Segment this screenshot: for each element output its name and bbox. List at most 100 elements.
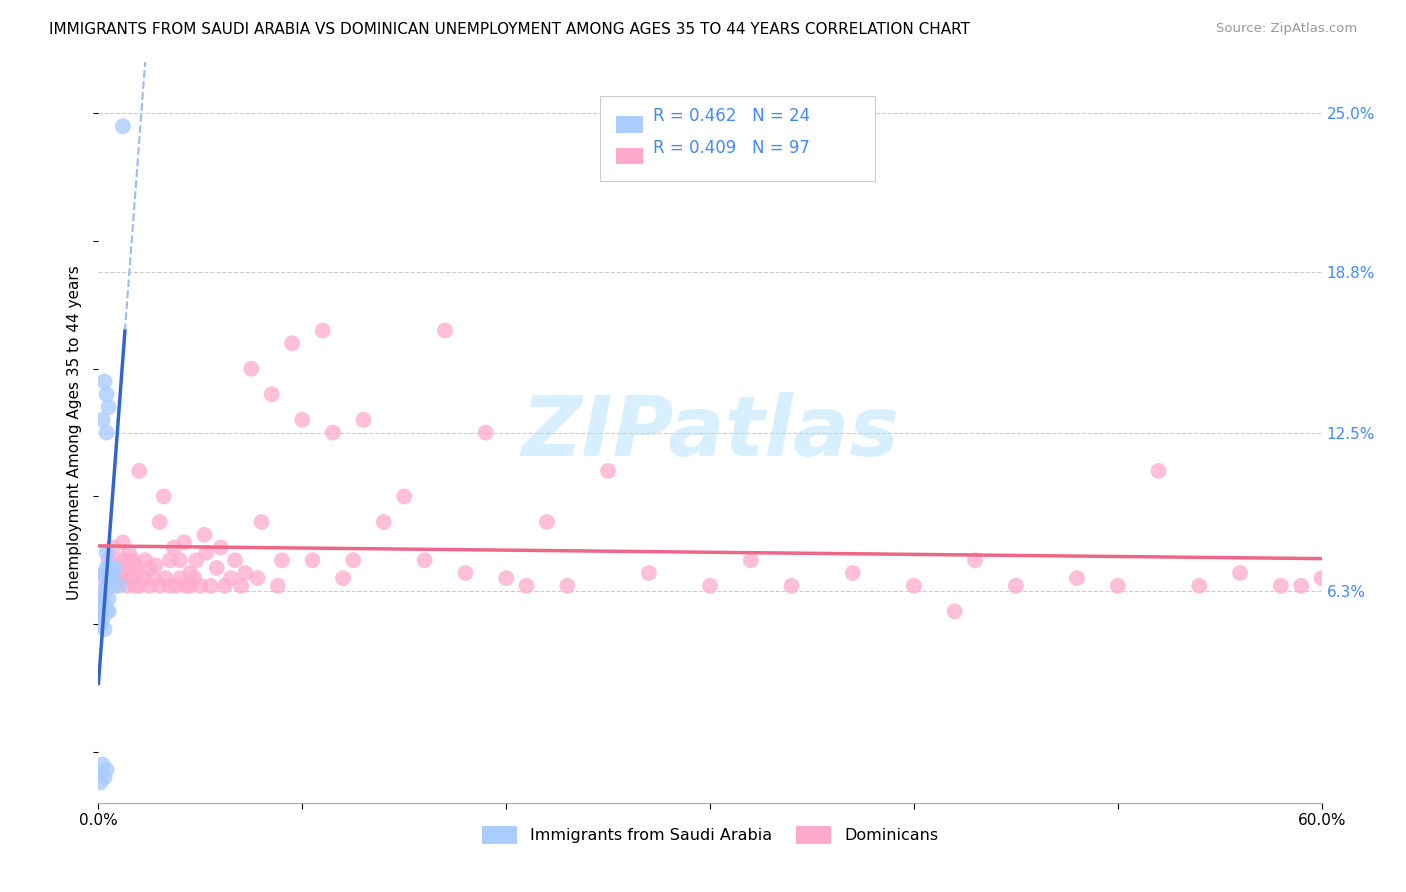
Point <box>89 617 111 632</box>
Point <box>209 541 232 555</box>
Point <box>96 604 118 618</box>
Point <box>555 579 579 593</box>
Point <box>352 413 374 427</box>
Point <box>214 579 236 593</box>
FancyBboxPatch shape <box>600 95 875 181</box>
Point <box>1310 571 1333 585</box>
Text: R = 0.409   N = 97: R = 0.409 N = 97 <box>652 138 810 157</box>
Point <box>97 400 120 414</box>
Point <box>89 775 111 789</box>
Point <box>536 515 558 529</box>
Point <box>91 597 114 611</box>
Point <box>89 765 111 780</box>
Point <box>495 571 517 585</box>
Point <box>322 425 344 440</box>
Point <box>270 553 294 567</box>
Point <box>96 546 118 560</box>
Point <box>159 579 181 593</box>
Point <box>128 464 150 478</box>
Point <box>250 515 273 529</box>
Point <box>231 579 253 593</box>
Point <box>91 583 114 598</box>
Point <box>111 566 134 580</box>
Point <box>1147 464 1170 478</box>
Point <box>110 571 132 585</box>
Point <box>169 571 191 585</box>
Point <box>97 561 120 575</box>
Point <box>200 579 222 593</box>
Point <box>89 591 111 606</box>
Point <box>434 324 457 338</box>
Point <box>111 120 134 134</box>
Point <box>943 604 966 618</box>
Point <box>93 597 115 611</box>
Point <box>1107 579 1129 593</box>
Point <box>108 579 131 593</box>
Point <box>93 583 115 598</box>
Point <box>96 763 118 777</box>
Point <box>93 622 115 636</box>
Point <box>598 464 620 478</box>
Point <box>149 579 172 593</box>
Point <box>186 553 208 567</box>
Point <box>93 566 115 580</box>
Point <box>93 770 115 784</box>
Point <box>373 515 395 529</box>
Point <box>169 553 191 567</box>
Point <box>841 566 863 580</box>
Point <box>179 579 201 593</box>
Point <box>1270 579 1292 593</box>
Point <box>159 553 181 567</box>
Point <box>291 413 314 427</box>
Point <box>122 553 145 567</box>
Point <box>965 553 987 567</box>
Point <box>111 535 134 549</box>
Point <box>118 561 141 575</box>
Point <box>132 571 155 585</box>
Point <box>101 566 124 580</box>
Point <box>97 579 120 593</box>
Point <box>93 375 115 389</box>
Point <box>780 579 803 593</box>
Point <box>740 553 762 567</box>
Point <box>224 553 246 567</box>
Point <box>93 604 115 618</box>
Point <box>142 571 165 585</box>
Point <box>97 553 120 567</box>
Text: R = 0.462   N = 24: R = 0.462 N = 24 <box>652 108 810 126</box>
Point <box>163 541 186 555</box>
Point <box>165 579 187 593</box>
Point <box>240 361 263 376</box>
Point <box>516 579 538 593</box>
Point <box>118 546 141 560</box>
Point <box>96 425 118 440</box>
Point <box>96 571 118 585</box>
Point <box>115 579 138 593</box>
Point <box>174 579 197 593</box>
Point <box>134 553 156 567</box>
Point <box>104 561 127 575</box>
Point <box>120 571 142 585</box>
Point <box>97 591 120 606</box>
Point <box>188 579 212 593</box>
Point <box>342 553 364 567</box>
Point <box>93 571 115 585</box>
Point <box>1004 579 1026 593</box>
Point <box>219 571 242 585</box>
Point <box>91 413 114 427</box>
Point <box>104 561 127 575</box>
Point <box>233 566 256 580</box>
Point <box>1291 579 1313 593</box>
Point <box>138 579 160 593</box>
Y-axis label: Unemployment Among Ages 35 to 44 years: Unemployment Among Ages 35 to 44 years <box>67 265 83 600</box>
Point <box>101 541 124 555</box>
Point <box>149 515 172 529</box>
Point <box>281 336 304 351</box>
Point <box>173 535 195 549</box>
Text: Source: ZipAtlas.com: Source: ZipAtlas.com <box>1216 22 1357 36</box>
FancyBboxPatch shape <box>616 117 643 133</box>
Point <box>193 527 215 541</box>
Point <box>195 546 218 560</box>
Point <box>91 612 114 626</box>
Point <box>1066 571 1088 585</box>
